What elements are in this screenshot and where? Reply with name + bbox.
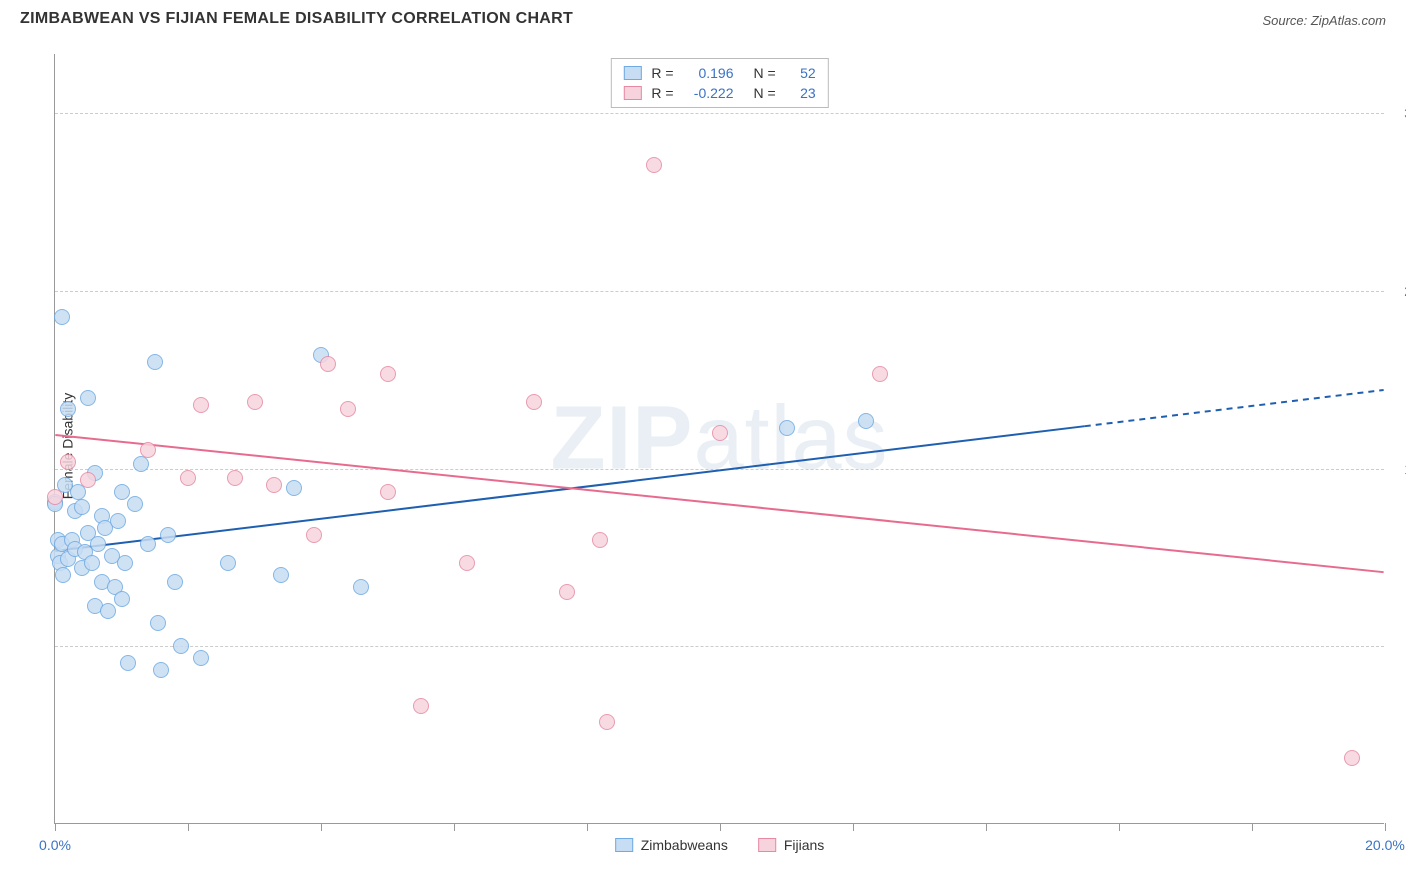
data-point [100, 603, 116, 619]
data-point [712, 425, 728, 441]
data-point [84, 555, 100, 571]
legend-series-label: Fijians [784, 837, 824, 853]
data-point [60, 454, 76, 470]
legend-n-label: N = [754, 65, 776, 81]
data-point [180, 470, 196, 486]
legend-swatch [623, 86, 641, 100]
y-tick-label: 15.0% [1389, 461, 1406, 477]
y-tick-label: 22.5% [1389, 283, 1406, 299]
y-tick-label: 30.0% [1389, 105, 1406, 121]
data-point [55, 567, 71, 583]
data-point [353, 579, 369, 595]
legend-swatch [615, 838, 633, 852]
legend-series: Fijians [758, 837, 824, 853]
gridline [55, 469, 1384, 470]
data-point [74, 499, 90, 515]
data-point [167, 574, 183, 590]
data-point [559, 584, 575, 600]
data-point [247, 394, 263, 410]
data-point [90, 536, 106, 552]
data-point [110, 513, 126, 529]
data-point [147, 354, 163, 370]
data-point [273, 567, 289, 583]
data-point [193, 650, 209, 666]
y-tick-label: 7.5% [1389, 638, 1406, 654]
legend-swatch [758, 838, 776, 852]
x-tick-label: 0.0% [39, 837, 71, 853]
data-point [193, 397, 209, 413]
legend-row: R = 0.196 N = 52 [611, 63, 827, 83]
data-point [858, 413, 874, 429]
x-tick [321, 823, 322, 831]
x-tick [720, 823, 721, 831]
data-point [646, 157, 662, 173]
data-point [120, 655, 136, 671]
data-point [266, 477, 282, 493]
data-point [592, 532, 608, 548]
x-tick [188, 823, 189, 831]
x-tick [1119, 823, 1120, 831]
data-point [872, 366, 888, 382]
data-point [459, 555, 475, 571]
data-point [60, 401, 76, 417]
data-point [140, 442, 156, 458]
data-point [779, 420, 795, 436]
data-point [114, 591, 130, 607]
data-point [380, 366, 396, 382]
x-tick [1252, 823, 1253, 831]
legend-series-label: Zimbabweans [641, 837, 728, 853]
legend-r-value: -0.222 [684, 85, 734, 101]
data-point [599, 714, 615, 730]
data-point [526, 394, 542, 410]
x-tick [853, 823, 854, 831]
data-point [380, 484, 396, 500]
x-tick [587, 823, 588, 831]
chart-title: ZIMBABWEAN VS FIJIAN FEMALE DISABILITY C… [20, 10, 573, 28]
legend-n-value: 52 [786, 65, 816, 81]
data-point [117, 555, 133, 571]
data-point [153, 662, 169, 678]
chart-plot-area: ZIPatlas 7.5%15.0%22.5%30.0% 0.0%20.0% R… [54, 54, 1384, 824]
legend-r-value: 0.196 [684, 65, 734, 81]
data-point [1344, 750, 1360, 766]
data-point [227, 470, 243, 486]
gridline [55, 291, 1384, 292]
gridline [55, 113, 1384, 114]
data-point [220, 555, 236, 571]
data-point [114, 484, 130, 500]
source-attribution: Source: ZipAtlas.com [1262, 13, 1386, 28]
legend-r-label: R = [651, 65, 673, 81]
data-point [127, 496, 143, 512]
gridline [55, 646, 1384, 647]
data-point [306, 527, 322, 543]
data-point [340, 401, 356, 417]
correlation-legend: R = 0.196 N = 52 R = -0.222 N = 23 [610, 58, 828, 108]
data-point [160, 527, 176, 543]
legend-n-label: N = [754, 85, 776, 101]
data-point [80, 390, 96, 406]
x-tick [986, 823, 987, 831]
x-tick [1385, 823, 1386, 831]
data-point [80, 472, 96, 488]
data-point [173, 638, 189, 654]
data-point [286, 480, 302, 496]
series-legend: Zimbabweans Fijians [615, 837, 825, 853]
legend-series: Zimbabweans [615, 837, 728, 853]
data-point [47, 489, 63, 505]
data-point [133, 456, 149, 472]
data-point [150, 615, 166, 631]
data-point [54, 309, 70, 325]
legend-row: R = -0.222 N = 23 [611, 83, 827, 103]
legend-n-value: 23 [786, 85, 816, 101]
x-tick [55, 823, 56, 831]
x-tick-label: 20.0% [1365, 837, 1405, 853]
data-point [140, 536, 156, 552]
data-point [413, 698, 429, 714]
data-point [320, 356, 336, 372]
x-tick [454, 823, 455, 831]
legend-swatch [623, 66, 641, 80]
legend-r-label: R = [651, 85, 673, 101]
